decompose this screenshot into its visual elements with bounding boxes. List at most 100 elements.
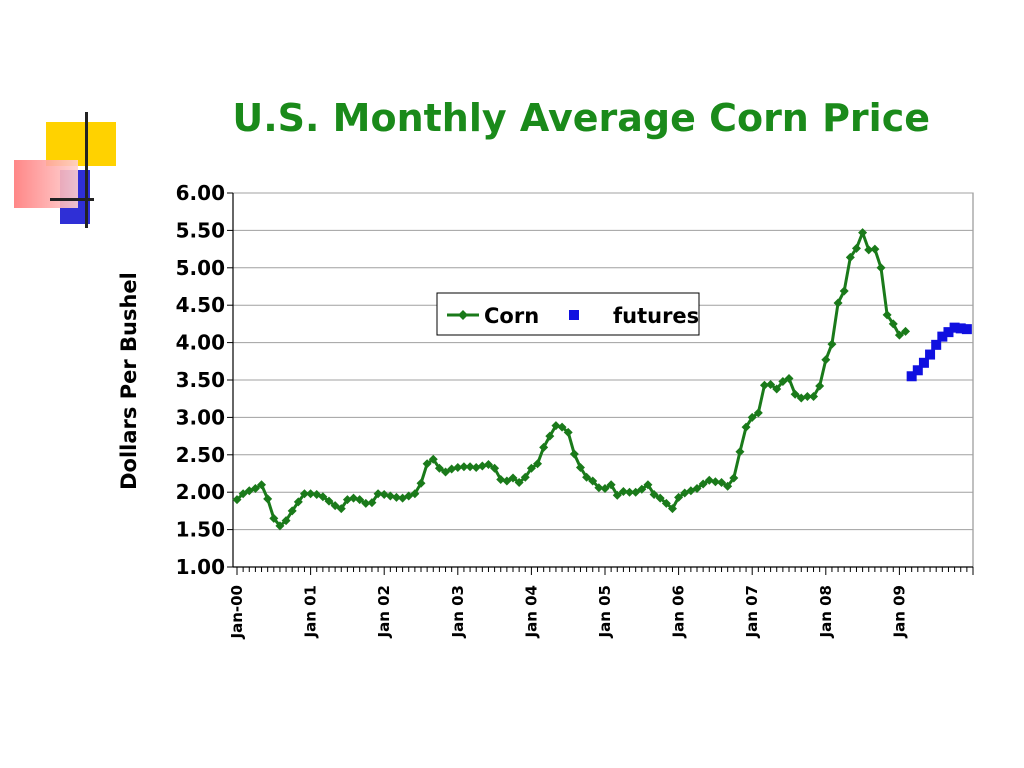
data-point [293, 497, 303, 507]
data-point [545, 431, 555, 441]
data-point [772, 384, 782, 394]
data-point [520, 472, 530, 482]
data-point [355, 495, 365, 505]
data-point [649, 489, 659, 499]
data-point [888, 319, 898, 329]
data-point [514, 477, 524, 487]
x-tick-label: Jan 05 [596, 585, 614, 638]
data-point [373, 489, 383, 499]
data-point [428, 454, 438, 464]
data-point [839, 286, 849, 296]
series-futures [906, 322, 972, 382]
data-point [784, 374, 794, 384]
data-point [569, 449, 579, 459]
y-tick-label: 3.50 [176, 368, 225, 392]
data-point [533, 459, 543, 469]
decorative-logo [0, 0, 140, 240]
data-point [631, 487, 641, 497]
data-point [943, 327, 954, 338]
data-point [508, 473, 518, 483]
x-tick-label: Jan 07 [743, 585, 761, 638]
data-point [753, 408, 763, 418]
data-point [661, 498, 671, 508]
x-tick-label: Jan 01 [302, 585, 320, 638]
data-point [453, 463, 463, 473]
data-point [704, 475, 714, 485]
data-point [759, 380, 769, 390]
data-point [330, 501, 340, 511]
legend-corn-label: Corn [484, 304, 539, 328]
y-tick-label: 6.00 [176, 181, 225, 205]
data-point [582, 472, 592, 482]
y-tick-label: 1.50 [176, 518, 225, 542]
yellow-square-shape [46, 122, 116, 166]
data-point [906, 371, 917, 382]
data-point [778, 376, 788, 386]
data-point [674, 492, 684, 502]
y-tick-label: 5.50 [176, 218, 225, 242]
data-point [882, 310, 892, 320]
y-tick-label: 1.00 [176, 555, 225, 579]
y-tick-label: 4.00 [176, 331, 225, 355]
data-point [747, 412, 757, 422]
y-tick-label: 2.00 [176, 480, 225, 504]
legend-futures-label: futures [613, 304, 699, 328]
x-axis: Jan-00 Jan 01 Jan 02 Jan 03 Jan 04 Jan 05 Jan … [228, 566, 974, 639]
y-tick-label: 2.50 [176, 443, 225, 467]
data-point [263, 494, 273, 504]
data-point [618, 486, 628, 496]
data-point [594, 483, 604, 493]
data-point [306, 489, 316, 499]
data-point [961, 324, 972, 335]
data-point [422, 459, 432, 469]
data-point [385, 491, 395, 501]
x-tick-label: Jan 06 [670, 585, 688, 638]
data-point [257, 480, 267, 490]
data-point [741, 422, 751, 432]
data-point [918, 357, 929, 368]
data-point [490, 463, 500, 473]
data-point [833, 298, 843, 308]
data-point [612, 490, 622, 500]
data-point [827, 339, 837, 349]
x-tick-label: Jan 03 [449, 585, 467, 638]
data-point [557, 422, 567, 432]
series-corn [232, 228, 911, 531]
legend-corn-marker [458, 310, 468, 320]
y-tick-label: 5.00 [176, 256, 225, 280]
data-point [790, 389, 800, 399]
legend-futures-marker [569, 310, 579, 320]
gridlines [233, 192, 973, 531]
data-point [299, 489, 309, 499]
data-point [441, 467, 451, 477]
data-point [655, 493, 665, 503]
data-point [815, 381, 825, 391]
x-tick-label: Jan 02 [375, 585, 393, 638]
x-tick-label: Jan 08 [817, 585, 835, 638]
data-point [796, 393, 806, 403]
data-point [575, 463, 585, 473]
data-point [625, 487, 635, 497]
data-point [287, 506, 297, 516]
data-point [809, 391, 819, 401]
data-point [465, 462, 475, 472]
data-point [416, 478, 426, 488]
data-point [698, 479, 708, 489]
data-point [931, 339, 942, 350]
data-point [238, 489, 248, 499]
vertical-line-shape [85, 112, 88, 228]
data-point [637, 484, 647, 494]
data-point [551, 421, 561, 431]
data-point [281, 516, 291, 526]
data-point [821, 355, 831, 365]
y-axis: 1.00 1.50 2.00 2.50 3.00 3.50 4.00 4.50 5.00 5.50… [176, 181, 234, 579]
data-point [483, 460, 493, 470]
data-point [667, 504, 677, 514]
data-point [949, 322, 960, 333]
data-point [845, 252, 855, 262]
data-point [502, 476, 512, 486]
data-point [539, 442, 549, 452]
x-tick-label: Jan 04 [522, 585, 540, 638]
y-tick-label: 3.00 [176, 405, 225, 429]
data-point [600, 483, 610, 493]
